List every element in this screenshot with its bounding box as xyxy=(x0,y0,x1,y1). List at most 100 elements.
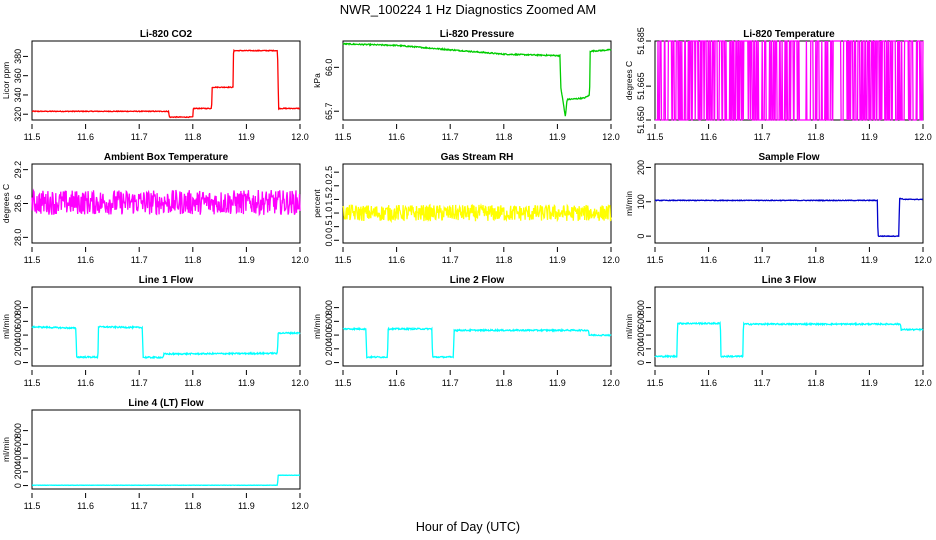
panel-title: Line 4 (LT) Flow xyxy=(128,398,204,409)
series-line xyxy=(342,326,612,359)
x-tick-label: 12.0 xyxy=(914,132,932,142)
y-tick-label: 380 xyxy=(13,49,23,64)
x-tick-label: 11.7 xyxy=(442,132,459,142)
y-tick-label: 28.6 xyxy=(13,195,23,213)
y-axis-label: ml/min xyxy=(624,314,634,339)
panel: Line 1 Flow 11.5 11.6 11.7 11.8 11.9 12.0 0 2004… xyxy=(1,275,309,388)
x-tick-label: 11.8 xyxy=(184,255,201,265)
x-tick-label: 12.0 xyxy=(291,132,309,142)
x-tick-label: 11.7 xyxy=(442,378,459,388)
panel-title: Gas Stream RH xyxy=(441,152,514,163)
x-tick-label: 11.9 xyxy=(238,501,255,511)
x-tick-label: 11.9 xyxy=(549,255,566,265)
y-tick-label: 200 xyxy=(13,464,23,479)
x-tick-label: 12.0 xyxy=(602,378,620,388)
panel-title: Li-820 Temperature xyxy=(743,29,835,40)
x-tick-label: 11.9 xyxy=(861,255,878,265)
y-tick-label: 51.650 xyxy=(636,106,646,134)
panel-title: Line 2 Flow xyxy=(450,275,505,286)
x-tick-label: 11.8 xyxy=(807,255,824,265)
y-tick-label: 100 xyxy=(636,194,646,209)
y-tick-label: 66.0 xyxy=(324,59,334,77)
y-tick-label: 200 xyxy=(636,160,646,175)
y-axis-label: degrees C xyxy=(624,61,634,100)
plot-frame xyxy=(31,286,301,367)
x-tick-label: 11.7 xyxy=(754,132,771,142)
plot-frame xyxy=(654,163,924,244)
x-tick-label: 11.8 xyxy=(495,255,512,265)
y-axis-label: kPa xyxy=(312,73,322,88)
figure-x-axis-label: Hour of Day (UTC) xyxy=(416,520,520,534)
x-tick-label: 11.5 xyxy=(647,378,664,388)
x-tick-label: 11.6 xyxy=(388,378,405,388)
x-tick-label: 11.9 xyxy=(549,378,566,388)
y-tick-label: 0 xyxy=(324,360,334,365)
y-tick-label: 29.2 xyxy=(13,161,23,179)
y-tick-label: 600 xyxy=(13,437,23,452)
x-tick-label: 11.5 xyxy=(647,255,664,265)
series-line xyxy=(31,48,301,119)
x-tick-label: 11.9 xyxy=(549,132,566,142)
y-tick-label: 200 xyxy=(636,341,646,356)
y-axis-label: degrees C xyxy=(1,184,11,223)
y-tick-label: 400 xyxy=(324,328,334,343)
series-line xyxy=(654,321,924,359)
y-tick-label: 320 xyxy=(13,107,23,122)
x-tick-label: 11.7 xyxy=(754,255,771,265)
x-tick-label: 11.9 xyxy=(238,132,255,142)
x-tick-label: 11.6 xyxy=(77,255,94,265)
x-tick-label: 11.9 xyxy=(238,255,255,265)
x-tick-label: 11.7 xyxy=(131,255,148,265)
panel-title: Li-820 Pressure xyxy=(440,29,515,40)
panel-title: Li-820 CO2 xyxy=(140,29,193,40)
x-tick-label: 11.8 xyxy=(807,378,824,388)
y-tick-label: 0.5 xyxy=(324,220,334,233)
x-tick-label: 11.9 xyxy=(861,378,878,388)
panel-grid: Li-820 CO2 11.5 11.6 11.7 11.8 11.9 12.0 320 340… xyxy=(1,27,932,511)
y-axis-label: percent xyxy=(312,189,322,218)
x-tick-label: 11.7 xyxy=(442,255,459,265)
x-tick-label: 11.6 xyxy=(388,255,405,265)
x-tick-label: 11.7 xyxy=(131,378,148,388)
y-tick-label: 1.5 xyxy=(324,193,334,206)
x-tick-label: 11.5 xyxy=(24,501,41,511)
plot-frame xyxy=(342,286,612,367)
x-tick-label: 11.5 xyxy=(24,378,41,388)
panel-title: Line 3 Flow xyxy=(762,275,817,286)
y-tick-label: 600 xyxy=(636,314,646,329)
x-tick-label: 11.8 xyxy=(807,132,824,142)
y-tick-label: 0 xyxy=(636,360,646,365)
y-tick-label: 2.5 xyxy=(324,166,334,179)
x-tick-label: 12.0 xyxy=(291,378,309,388)
y-tick-label: 200 xyxy=(13,341,23,356)
plot-frame xyxy=(31,40,301,121)
y-axis-label: ml/min xyxy=(312,314,322,339)
y-tick-label: 2.0 xyxy=(324,180,334,193)
y-tick-label: 65.7 xyxy=(324,102,334,120)
y-tick-label: 0 xyxy=(13,360,23,365)
panel: Line 3 Flow 11.5 11.6 11.7 11.8 11.9 12.0 0 2004… xyxy=(624,275,932,388)
x-tick-label: 11.6 xyxy=(700,255,717,265)
y-tick-label: 360 xyxy=(13,68,23,83)
y-tick-label: 51.685 xyxy=(636,27,646,55)
plot-frame xyxy=(342,163,612,244)
y-tick-label: 28.0 xyxy=(13,229,23,247)
plot-frame xyxy=(31,409,301,490)
y-tick-label: 800 xyxy=(636,300,646,315)
x-tick-label: 12.0 xyxy=(914,255,932,265)
x-tick-label: 12.0 xyxy=(291,501,309,511)
panel: Li-820 CO2 11.5 11.6 11.7 11.8 11.9 12.0 320 340… xyxy=(1,29,309,142)
x-tick-label: 11.6 xyxy=(700,132,717,142)
x-tick-label: 11.7 xyxy=(131,501,148,511)
panel: Li-820 Pressure 11.5 11.6 11.7 11.8 11.9 12.0 6… xyxy=(312,29,620,142)
x-tick-label: 12.0 xyxy=(914,378,932,388)
y-tick-label: 1.0 xyxy=(324,207,334,220)
panel: Line 4 (LT) Flow 11.5 11.6 11.7 11.8 11.9 12.0… xyxy=(1,398,309,511)
series-line xyxy=(342,42,612,117)
x-tick-label: 11.5 xyxy=(335,255,352,265)
panel-title: Ambient Box Temperature xyxy=(104,152,229,163)
x-tick-label: 11.8 xyxy=(184,132,201,142)
y-tick-label: 800 xyxy=(13,300,23,315)
x-tick-label: 11.5 xyxy=(24,255,41,265)
